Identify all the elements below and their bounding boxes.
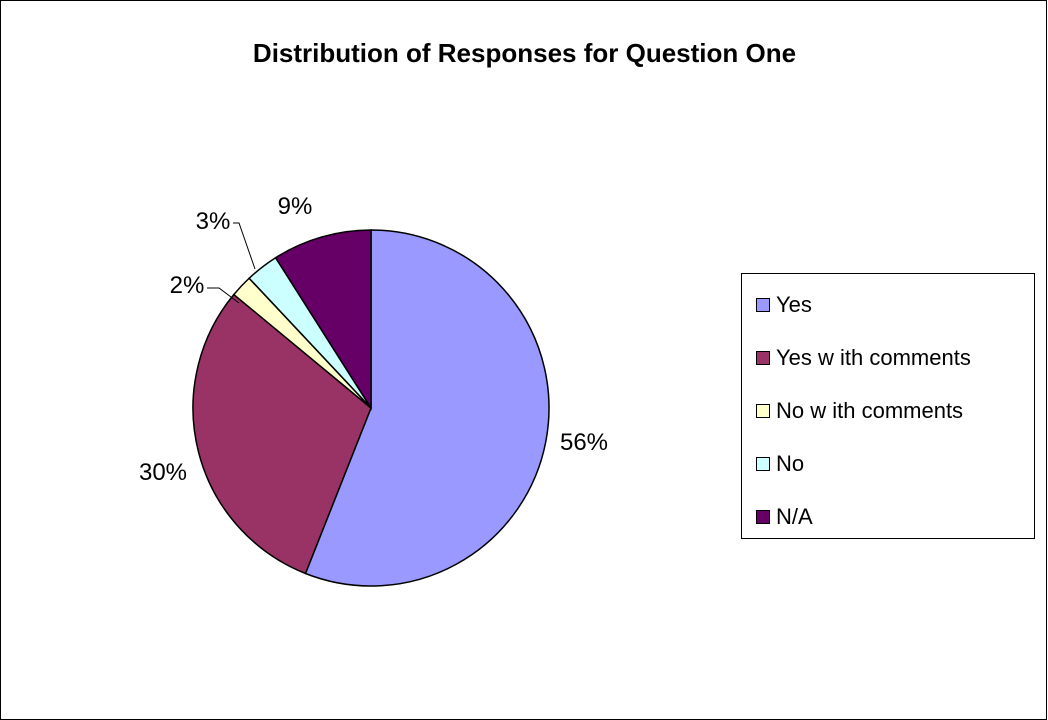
legend-item: Yes w ith comments: [756, 343, 971, 373]
legend-label: No: [776, 451, 805, 476]
pie-slice-n-a: [274, 229, 372, 411]
legend-item: No: [756, 449, 804, 479]
legend-label: Yes w ith comments: [776, 345, 971, 370]
legend: Yes Yes w ith comments No w ith comments No…: [741, 273, 1035, 539]
data-label-leader-line: [207, 287, 240, 304]
legend-label: Yes: [776, 292, 812, 317]
pie-slice-yes: [304, 229, 550, 587]
legend-swatch: [756, 510, 770, 524]
legend-label: No w ith comments: [776, 398, 964, 423]
legend-swatch: [756, 404, 770, 418]
legend-item: No w ith comments: [756, 396, 963, 426]
legend-item: N/A: [756, 502, 813, 532]
data-label-yes-with-comments: 30%: [139, 459, 187, 486]
data-label-no-with-comments: 2%: [170, 272, 205, 299]
data-label-yes: 56%: [560, 429, 608, 456]
pie-slice-yes-with-comments: [192, 293, 372, 575]
legend-swatch: [756, 351, 770, 365]
data-label-n-a: 9%: [278, 193, 313, 220]
data-label-leader-line: [233, 222, 256, 270]
legend-swatch: [756, 457, 770, 471]
data-label-no: 3%: [196, 208, 231, 235]
legend-label: N/A: [776, 504, 813, 529]
legend-item: Yes: [756, 290, 812, 320]
chart-title: Distribution of Responses for Question O…: [252, 38, 797, 68]
legend-swatch: [756, 298, 770, 312]
